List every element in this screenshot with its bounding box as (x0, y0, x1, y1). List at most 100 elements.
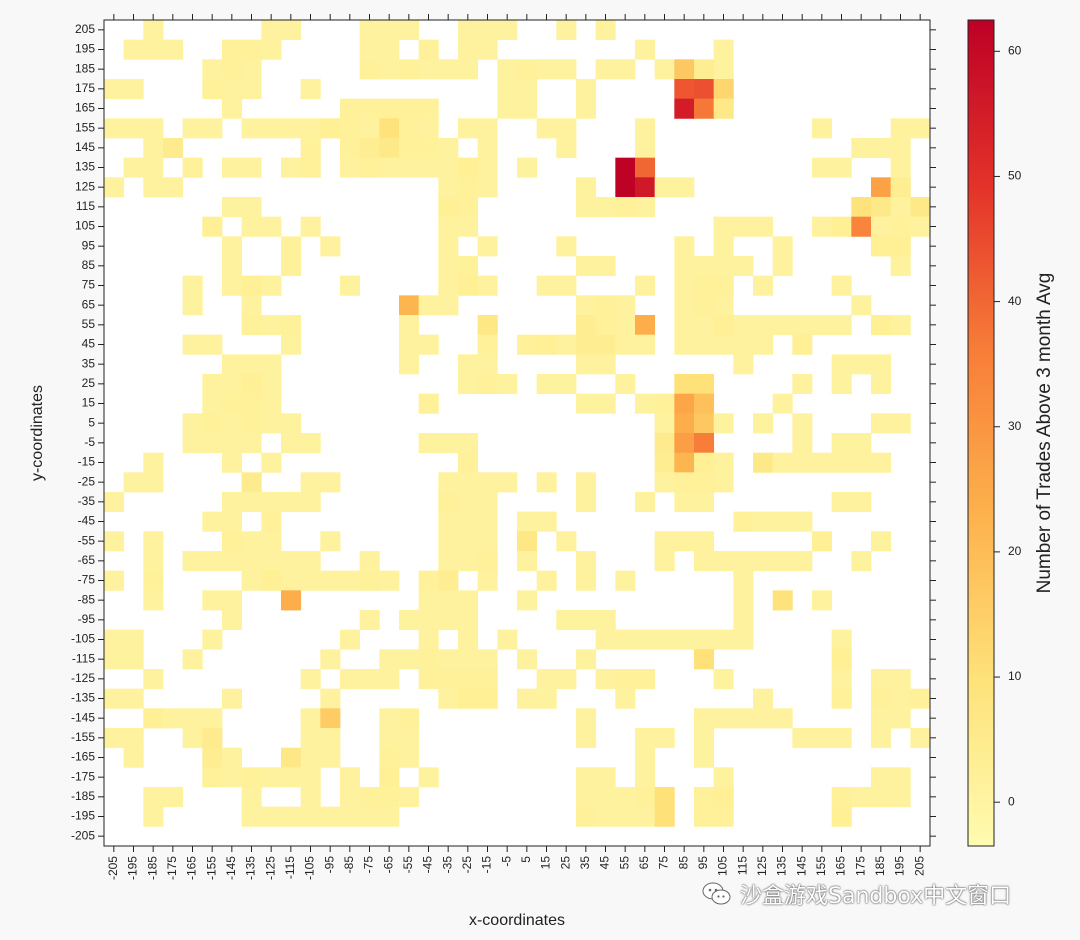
heatmap-cell (379, 118, 400, 139)
heatmap-cell (222, 354, 243, 375)
heatmap-cell (143, 570, 164, 591)
heatmap-cell (458, 197, 479, 218)
heatmap-cell (674, 256, 695, 277)
heatmap-cell (654, 413, 675, 434)
heatmap-cell (300, 728, 321, 749)
heatmap-cell (890, 688, 911, 709)
heatmap-cell (890, 787, 911, 808)
heatmap-cell (379, 728, 400, 749)
heatmap-cell (300, 433, 321, 454)
heatmap-cell (438, 275, 459, 296)
y-tick-label: -45 (78, 514, 96, 528)
colorbar-tick-label: 60 (1008, 43, 1022, 57)
heatmap-cell (359, 98, 380, 119)
heatmap-cell (379, 59, 400, 80)
heatmap-cell (300, 79, 321, 100)
heatmap-cell (438, 197, 459, 218)
heatmap-cell (674, 433, 695, 454)
heatmap-cell (576, 177, 597, 198)
heatmap-cell (320, 688, 341, 709)
heatmap-cell (202, 767, 223, 788)
heatmap-cell (654, 393, 675, 414)
x-tick-label: -135 (244, 856, 258, 880)
heatmap-cell (379, 787, 400, 808)
heatmap-cell (576, 767, 597, 788)
heatmap-cell (615, 177, 636, 198)
heatmap-cell (890, 315, 911, 336)
heatmap-cell (713, 295, 734, 316)
heatmap-cell (202, 708, 223, 729)
y-tick-label: 25 (82, 376, 96, 390)
heatmap-cell (241, 393, 262, 414)
heatmap-cell (890, 216, 911, 237)
heatmap-cell (635, 728, 656, 749)
heatmap-cell (674, 393, 695, 414)
heatmap-cell (281, 492, 302, 513)
heatmap-cell (753, 413, 774, 434)
colorbar-tick-label: 50 (1008, 169, 1022, 183)
heatmap-cell (713, 787, 734, 808)
heatmap-cell (694, 256, 715, 277)
heatmap-cell (713, 39, 734, 60)
heatmap-cell (261, 413, 282, 434)
heatmap-cell (458, 551, 479, 572)
heatmap-cell (497, 59, 518, 80)
heatmap-cell (143, 669, 164, 690)
heatmap-cell (595, 334, 616, 355)
heatmap-cell (733, 570, 754, 591)
heatmap-cell (831, 629, 852, 650)
heatmap-cell (320, 236, 341, 257)
colorbar-tick-label: 40 (1008, 294, 1022, 308)
heatmap-cell (222, 157, 243, 178)
y-tick-label: 155 (75, 120, 95, 134)
heatmap-cell (399, 295, 420, 316)
heatmap-cell (713, 275, 734, 296)
heatmap-cell (438, 433, 459, 454)
heatmap-cell (222, 374, 243, 395)
heatmap-cell (104, 79, 125, 100)
heatmap-cell (576, 492, 597, 513)
heatmap-cell (104, 177, 125, 198)
heatmap-cell (418, 157, 439, 178)
heatmap-cell (635, 629, 656, 650)
heatmap-cell (654, 551, 675, 572)
heatmap-cell (576, 649, 597, 670)
heatmap-cell (182, 295, 203, 316)
heatmap-cell (851, 295, 872, 316)
heatmap-cell (241, 570, 262, 591)
heatmap-cell (241, 806, 262, 827)
heatmap-cell (477, 649, 498, 670)
heatmap-cell (831, 669, 852, 690)
heatmap-cell (320, 118, 341, 139)
heatmap-cell (340, 157, 361, 178)
heatmap-cell (772, 315, 793, 336)
heatmap-cell (517, 511, 538, 532)
heatmap-cell (497, 98, 518, 119)
heatmap-cell (615, 629, 636, 650)
watermark: 沙盒游戏Sandbox中文窗口 (702, 874, 1062, 914)
heatmap-cell (320, 728, 341, 749)
heatmap-cell (694, 747, 715, 768)
heatmap-cell (674, 531, 695, 552)
heatmap-cell (694, 472, 715, 493)
heatmap-cell (379, 138, 400, 159)
heatmap-cell (595, 197, 616, 218)
heatmap-cell (674, 315, 695, 336)
y-tick-label: -105 (71, 632, 95, 646)
heatmap-cell (536, 59, 557, 80)
heatmap-cell (831, 216, 852, 237)
heatmap-cell (753, 688, 774, 709)
heatmap-cell (123, 157, 144, 178)
heatmap-cell (143, 531, 164, 552)
heatmap-cell (812, 728, 833, 749)
heatmap-cell (477, 315, 498, 336)
heatmap-cell (536, 511, 557, 532)
heatmap-cell (438, 256, 459, 277)
heatmap-cell (517, 531, 538, 552)
heatmap-cell (202, 374, 223, 395)
x-tick-label: -85 (342, 856, 356, 874)
heatmap-cell (871, 531, 892, 552)
heatmap-cell (379, 767, 400, 788)
